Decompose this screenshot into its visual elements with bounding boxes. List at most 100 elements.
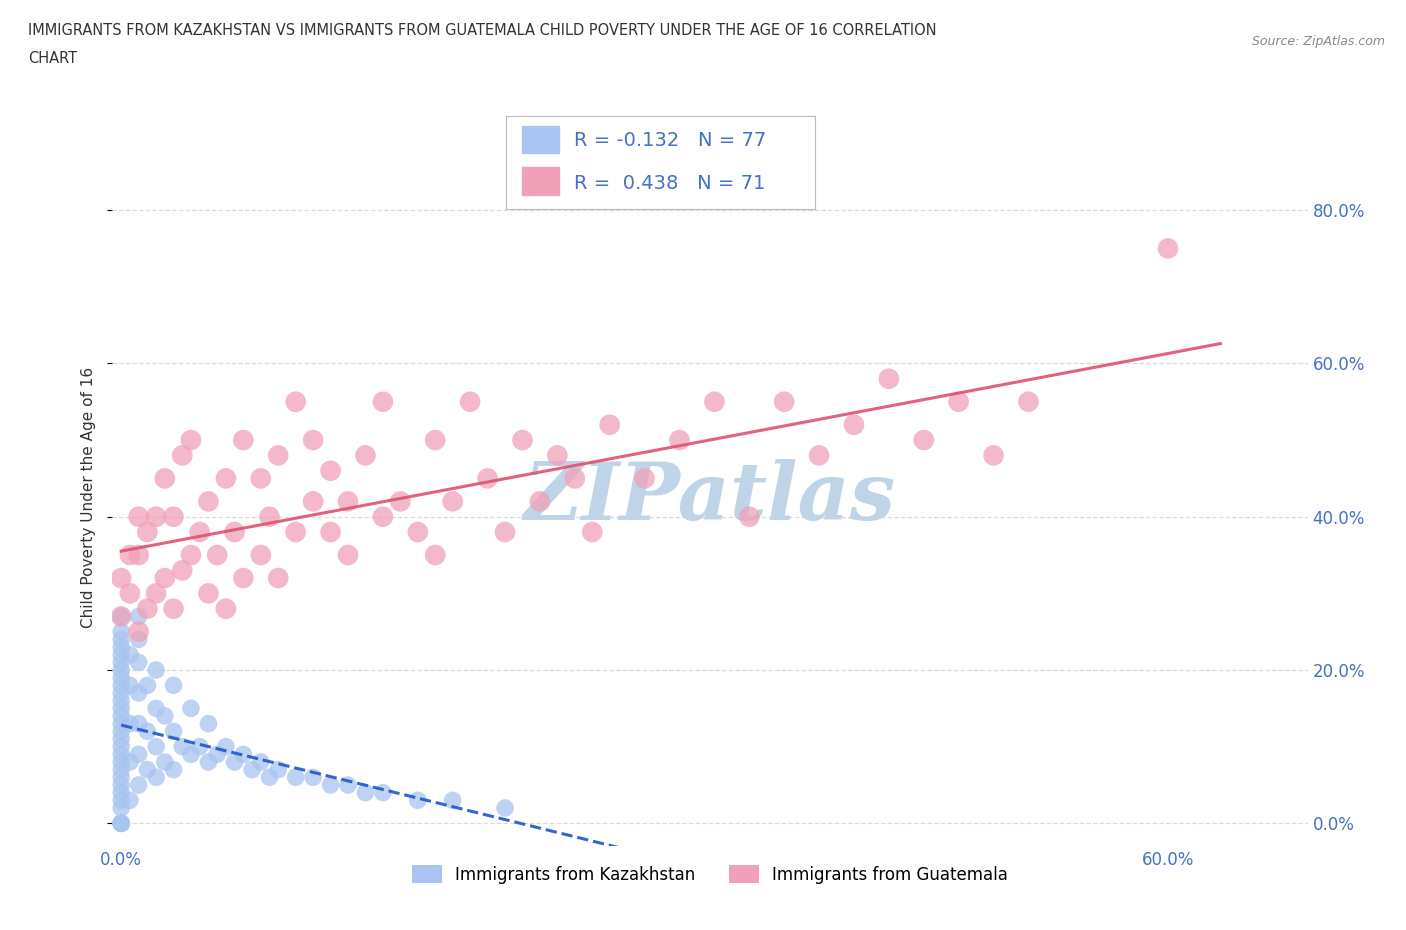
Point [215,471,238,485]
Point [337,548,360,563]
Point [197,586,219,601]
Point [110,655,132,670]
Point [118,548,141,563]
Point [458,394,481,409]
Point [232,747,254,762]
Point [232,432,254,447]
Point [136,602,159,617]
Point [494,801,516,816]
Point [197,716,219,731]
Point [110,631,132,646]
Point [118,754,141,769]
Point [136,678,159,693]
Point [145,739,167,754]
Point [599,418,621,432]
Point [249,471,271,485]
Point [441,494,464,509]
Point [136,724,159,738]
Point [110,732,132,747]
Point [162,602,184,617]
Point [110,640,132,655]
Point [371,785,394,800]
Point [842,418,865,432]
Point [197,494,219,509]
Bar [522,167,558,195]
Point [267,571,290,586]
Point [224,525,246,539]
Point [738,510,761,525]
Point [145,510,167,525]
Point [512,432,534,447]
Point [581,525,603,539]
Point [172,448,194,463]
Point [110,685,132,700]
Point [354,448,377,463]
Point [425,548,447,563]
Point [110,647,132,662]
Text: R =  0.438   N = 71: R = 0.438 N = 71 [574,174,766,193]
Point [224,754,246,769]
Point [267,763,290,777]
Point [1157,241,1180,256]
Text: IMMIGRANTS FROM KAZAKHSTAN VS IMMIGRANTS FROM GUATEMALA CHILD POVERTY UNDER THE : IMMIGRANTS FROM KAZAKHSTAN VS IMMIGRANTS… [28,23,936,38]
Point [249,548,271,563]
Point [110,801,132,816]
Point [128,716,150,731]
Point [808,448,831,463]
Point [180,701,202,716]
Point [128,777,150,792]
Point [110,671,132,685]
Point [319,777,342,792]
Point [319,525,342,539]
Point [128,510,150,525]
Point [162,763,184,777]
Point [337,494,360,509]
Point [477,471,499,485]
Text: CHART: CHART [28,51,77,66]
Point [110,739,132,754]
Point [205,747,228,762]
Point [110,678,132,693]
Point [110,816,132,830]
Point [110,770,132,785]
Point [912,432,935,447]
Point [180,747,202,762]
Point [145,770,167,785]
Point [494,525,516,539]
Bar [522,126,558,153]
Point [215,602,238,617]
Point [284,525,307,539]
Point [128,631,150,646]
Point [110,763,132,777]
Point [110,609,132,624]
Point [406,793,429,808]
Point [145,586,167,601]
Point [284,394,307,409]
Point [205,548,228,563]
Point [564,471,586,485]
Point [180,548,202,563]
Point [118,586,141,601]
Point [249,754,271,769]
Point [110,701,132,716]
Point [118,793,141,808]
Point [529,494,551,509]
Point [110,724,132,738]
Point [948,394,970,409]
Point [188,525,211,539]
Point [215,739,238,754]
Point [110,609,132,624]
Point [172,739,194,754]
Point [1017,394,1039,409]
Point [389,494,412,509]
Point [197,754,219,769]
Point [110,693,132,708]
Point [110,747,132,762]
Point [302,494,325,509]
Point [153,471,176,485]
Point [110,816,132,830]
Point [877,371,900,386]
Point [983,448,1005,463]
Point [136,525,159,539]
Point [110,754,132,769]
